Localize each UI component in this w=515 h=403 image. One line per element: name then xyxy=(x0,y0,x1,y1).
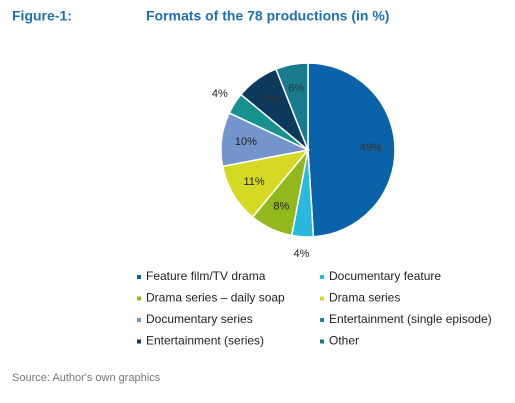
legend-label: Entertainment (series) xyxy=(146,334,264,348)
data-label: 6% xyxy=(288,82,304,94)
data-label: 4% xyxy=(212,88,228,100)
legend-swatch xyxy=(320,318,324,322)
legend-swatch xyxy=(320,339,324,344)
legend-label: Documentary series xyxy=(146,312,253,326)
data-label: 8% xyxy=(263,93,279,105)
figure-label: Figure-1: xyxy=(12,8,72,24)
legend-swatch xyxy=(320,275,324,279)
chart-title: Formats of the 78 productions (in %) xyxy=(146,8,389,24)
legend-label: Drama series xyxy=(329,291,400,305)
legend-label: Documentary feature xyxy=(329,269,441,283)
legend-swatch xyxy=(137,296,141,301)
data-label: 4% xyxy=(293,248,309,260)
legend-swatch xyxy=(137,275,141,279)
data-label: 10% xyxy=(235,136,257,148)
legend-swatch xyxy=(137,318,141,322)
data-label: 11% xyxy=(243,176,264,188)
source-note: Source: Author's own graphics xyxy=(12,372,161,384)
legend-label: Entertainment (single episode) xyxy=(329,312,492,326)
legend-label: Drama series – daily soap xyxy=(146,291,285,305)
legend-swatch xyxy=(137,339,141,344)
data-label: 8% xyxy=(273,201,289,213)
legend-label: Feature film/TV drama xyxy=(146,269,266,283)
data-label: 49% xyxy=(360,142,382,154)
legend-swatch xyxy=(320,296,324,301)
pie-slice xyxy=(307,62,396,238)
legend-label: Other xyxy=(329,334,359,348)
pie-slice xyxy=(274,62,309,151)
